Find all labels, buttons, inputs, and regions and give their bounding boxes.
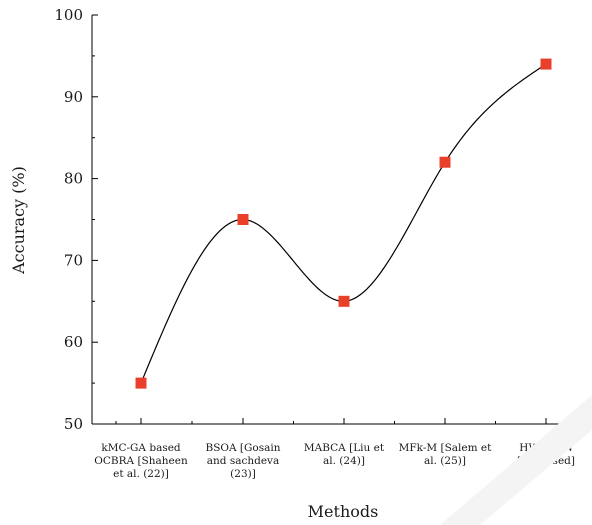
x-tick-label: MABCA [Liu et al. (24)] (304, 442, 385, 467)
data-points (135, 58, 552, 389)
x-tick-label: MFk-M [Salem et al. (25)] (399, 442, 492, 467)
data-point-marker (338, 295, 350, 307)
data-point-marker (439, 156, 451, 168)
accuracy-curve (140, 63, 547, 384)
y-ticks: 50 60 70 80 90 100 (54, 6, 98, 433)
x-ticks: kMC-GA based OCBRA [Shaheen et al. (22)] BS… (94, 418, 575, 480)
y-axis: 50 60 70 80 90 100 (54, 6, 98, 433)
x-axis-title: Methods (308, 502, 379, 521)
data-point-marker (135, 377, 147, 389)
x-axis: kMC-GA based OCBRA [Shaheen et al. (22)] BS… (92, 418, 590, 480)
y-tick-label: 60 (64, 333, 83, 351)
y-tick-label: 100 (54, 6, 83, 24)
y-tick-label: 70 (64, 251, 83, 269)
series-line (140, 63, 547, 384)
x-tick-label: HWPCNN [Proposed] (517, 442, 575, 467)
x-tick-label: kMC-GA based OCBRA [Shaheen et al. (22)] (94, 442, 188, 480)
y-tick-label: 80 (64, 170, 83, 188)
y-tick-label: 50 (64, 415, 83, 433)
data-point-marker (237, 214, 249, 225)
y-tick-label: 90 (64, 88, 83, 106)
x-tick-label: BSOA [Gosain and sachdeva (23)] (205, 442, 280, 480)
data-point-marker (540, 58, 552, 70)
y-axis-title: Accuracy (%) (9, 166, 28, 275)
